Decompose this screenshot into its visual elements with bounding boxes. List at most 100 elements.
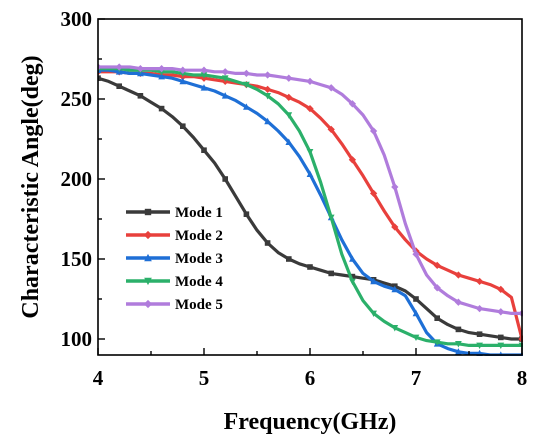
x-tick-label: 5: [199, 366, 210, 390]
data-point: [412, 250, 420, 258]
data-point: [242, 69, 251, 78]
data-point: [327, 214, 335, 222]
x-tick-label: 7: [411, 366, 422, 390]
data-point: [222, 176, 228, 182]
data-point: [243, 103, 250, 110]
data-point: [349, 255, 356, 262]
data-point: [221, 92, 229, 99]
data-point: [264, 93, 271, 100]
data-point: [433, 284, 441, 292]
data-point: [306, 77, 314, 86]
data-point: [391, 325, 399, 332]
legend-label: Mode 3: [175, 251, 223, 267]
x-tick-label: 6: [305, 366, 316, 390]
data-point: [180, 123, 186, 129]
data-point: [349, 278, 356, 286]
data-point: [243, 81, 250, 89]
data-point: [264, 240, 271, 246]
data-point: [285, 138, 293, 145]
y-tick-label: 100: [61, 327, 93, 351]
data-point: [369, 127, 378, 135]
x-axis-title: Frequency(GHz): [224, 409, 397, 435]
data-point: [306, 104, 314, 113]
series-layer: [98, 63, 523, 356]
data-point: [369, 189, 378, 198]
data-point: [391, 183, 399, 191]
legend-label: Mode 2: [175, 228, 223, 244]
data-point: [179, 66, 187, 74]
data-point: [455, 348, 462, 355]
data-point: [497, 308, 505, 316]
data-point: [285, 112, 293, 119]
data-point: [201, 147, 207, 153]
data-point: [306, 149, 314, 156]
data-point: [221, 75, 229, 82]
data-point: [286, 256, 292, 262]
data-point: [98, 63, 102, 71]
data-point: [433, 339, 441, 346]
data-point: [200, 66, 208, 74]
data-point: [115, 63, 123, 71]
data-point: [136, 64, 145, 73]
data-point: [157, 64, 166, 73]
data-point: [116, 83, 122, 89]
data-point: [455, 326, 462, 333]
legend-label: Mode 5: [175, 297, 223, 313]
data-point: [391, 285, 399, 293]
legend-item: Mode 1: [126, 205, 223, 221]
data-point: [475, 277, 484, 286]
data-point: [454, 298, 463, 306]
legend-marker: [144, 253, 152, 262]
ticks-layer: 4 5 6 7 8 100 150 200 250 300: [61, 7, 528, 390]
y-tick-label: 250: [61, 87, 93, 111]
data-point: [221, 68, 229, 76]
data-point: [433, 261, 441, 270]
data-point: [179, 77, 187, 85]
data-point: [263, 85, 272, 94]
legend: Mode 1 Mode 2 Mode 3 Mode 4 Mode 5: [126, 205, 223, 313]
data-point: [263, 71, 272, 79]
data-point: [391, 223, 399, 231]
legend-marker: [144, 208, 152, 216]
data-point: [285, 74, 293, 82]
series-5: [98, 63, 523, 318]
data-point: [306, 170, 314, 177]
y-tick-label: 300: [61, 7, 93, 31]
data-point: [307, 264, 313, 270]
legend-marker: [143, 230, 153, 240]
data-point: [498, 334, 504, 341]
data-point: [348, 156, 357, 164]
data-point: [158, 72, 165, 80]
data-point: [264, 117, 271, 125]
x-tick-label: 4: [93, 366, 104, 390]
data-point: [497, 285, 505, 294]
legend-marker: [143, 299, 153, 309]
data-point: [200, 84, 208, 91]
data-point: [327, 125, 335, 134]
data-point: [348, 100, 357, 108]
data-point: [413, 296, 419, 302]
data-point: [476, 331, 483, 337]
data-point: [497, 342, 505, 350]
legend-marker: [144, 277, 152, 286]
legend-label: Mode 4: [175, 274, 223, 290]
y-axis-title: Characteristic Angle(deg): [18, 55, 44, 318]
legend-item: Mode 4: [126, 274, 223, 290]
data-point: [327, 84, 335, 92]
data-point: [285, 93, 293, 102]
legend-item: Mode 2: [126, 228, 223, 244]
y-tick-label: 200: [61, 167, 93, 191]
data-point: [370, 277, 377, 285]
data-point: [200, 72, 208, 79]
data-point: [137, 93, 144, 99]
legend-item: Mode 5: [126, 297, 223, 313]
data-point: [370, 310, 377, 318]
data-point: [475, 304, 484, 313]
legend-item: Mode 3: [126, 251, 223, 267]
data-point: [455, 341, 462, 348]
data-point: [412, 334, 420, 342]
data-point: [328, 270, 334, 277]
data-point: [412, 309, 420, 317]
x-tick-label: 8: [517, 366, 528, 390]
